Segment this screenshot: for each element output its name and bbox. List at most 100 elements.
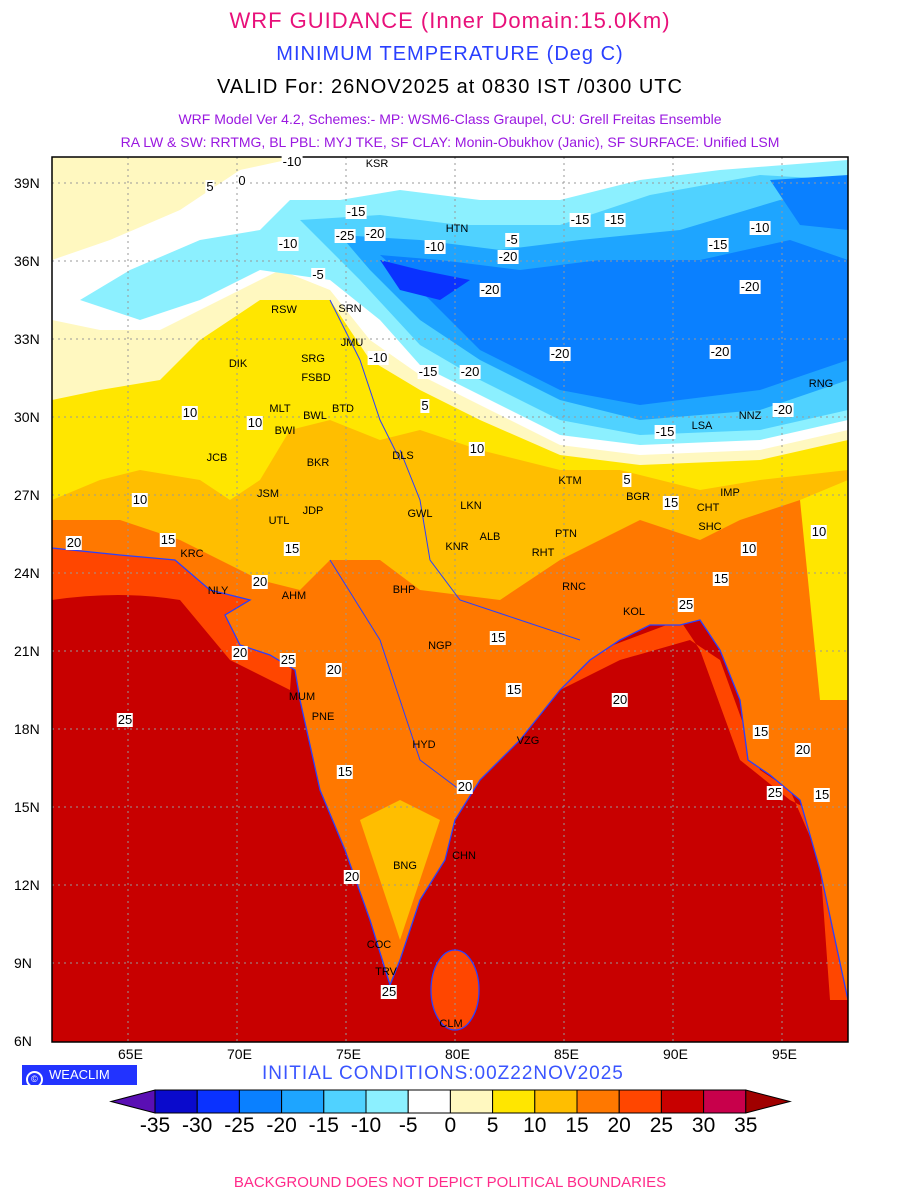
- contour-label: 10: [810, 524, 828, 539]
- colorbar-tick-label: 5: [486, 1114, 499, 1137]
- valid-time: VALID For: 26NOV2025 at 0830 IST /0300 U…: [217, 76, 683, 98]
- lon-tick-label: 75E: [336, 1046, 361, 1062]
- colorbar-tick-label: 35: [734, 1114, 758, 1137]
- state-boundary: [329, 299, 401, 461]
- city-label: TRV: [375, 966, 397, 978]
- lon-tick-label: 65E: [118, 1046, 143, 1062]
- city-label: CHT: [696, 502, 720, 514]
- city-label: NLY: [207, 585, 229, 597]
- city-label: KSR: [365, 158, 389, 170]
- city-label: DLS: [392, 450, 414, 462]
- city-label: COC: [366, 939, 392, 951]
- city-label: BHP: [392, 584, 416, 596]
- city-label: SRN: [338, 303, 362, 315]
- city-label: BGR: [626, 491, 650, 503]
- city-label: FSBD: [301, 372, 331, 384]
- contour-label: -10: [281, 154, 303, 169]
- city-label: MLT: [269, 403, 291, 415]
- colorbar-box: [407, 1089, 451, 1114]
- colorbar-tick-label: 15: [565, 1114, 589, 1137]
- city-label: UTL: [268, 515, 290, 527]
- colorbar-tick-label: -10: [350, 1114, 382, 1137]
- lon-tick-label: 85E: [554, 1046, 579, 1062]
- contour-label: -10: [749, 220, 771, 235]
- colorbar-box: [323, 1089, 367, 1114]
- city-label: KRC: [180, 548, 204, 560]
- lat-tick-label: 27N: [14, 487, 40, 503]
- contour-label: 10: [740, 541, 758, 556]
- city-label: LSA: [691, 420, 713, 432]
- contour-label: -10: [424, 239, 446, 254]
- map-title: WRF GUIDANCE (Inner Domain:15.0Km): [229, 8, 671, 33]
- contour-label: 10: [131, 492, 149, 507]
- contour-label: -25: [334, 228, 356, 243]
- contour-label: -10: [367, 350, 389, 365]
- city-label: PTN: [555, 528, 577, 540]
- contour-label: -20: [497, 249, 519, 264]
- colorbar-tick-label: -30: [182, 1114, 213, 1137]
- lat-tick-label: 18N: [14, 721, 40, 737]
- city-label: BWL: [303, 410, 327, 422]
- karakoram-cold: [380, 260, 470, 300]
- copyright-icon: ©: [26, 1071, 43, 1088]
- contour-label: 15: [813, 787, 831, 802]
- contour-label: -15: [345, 204, 367, 219]
- colorbar-box: [154, 1089, 198, 1114]
- city-label: JCB: [206, 452, 228, 464]
- contour-label: -20: [739, 279, 761, 294]
- colorbar-box: [534, 1089, 578, 1114]
- city-label: HYD: [412, 739, 436, 751]
- contour-label: -20: [709, 344, 731, 359]
- contour-label: 15: [505, 682, 523, 697]
- lat-tick-label: 9N: [14, 955, 32, 971]
- map-frame: [51, 156, 849, 1043]
- lat-tick-label: 21N: [14, 643, 40, 659]
- colorbar-box: [618, 1089, 662, 1114]
- city-label: JMU: [340, 337, 364, 349]
- city-label: CLM: [439, 1018, 463, 1030]
- colorbar-tick-label: 10: [523, 1114, 547, 1137]
- city-label: BNG: [393, 860, 417, 872]
- contour-label: -15: [654, 424, 676, 439]
- colorbar-box: [703, 1089, 747, 1114]
- contour-label: -20: [479, 282, 501, 297]
- contour-label: 0: [237, 173, 247, 188]
- contour-label: -20: [549, 346, 571, 361]
- city-label: KTM: [558, 475, 582, 487]
- colorbar-box: [492, 1089, 536, 1114]
- colorbar-box: [449, 1089, 494, 1114]
- contour-label: 20: [251, 574, 269, 589]
- contour-label: -15: [707, 237, 729, 252]
- city-label: NNZ: [738, 410, 762, 422]
- lat-tick-label: 33N: [14, 331, 40, 347]
- city-label: SHC: [698, 521, 722, 533]
- lat-tick-label: 15N: [14, 799, 40, 815]
- city-label: RNG: [808, 378, 834, 390]
- colorbar-box: [660, 1089, 705, 1114]
- contour-label: -15: [417, 364, 439, 379]
- contour-label: 20: [65, 535, 83, 550]
- colorbar-low-arrow: [109, 1089, 156, 1114]
- brand-name: WEACLIM: [49, 1067, 110, 1082]
- colorbar-box: [238, 1089, 283, 1114]
- lon-tick-label: 90E: [663, 1046, 688, 1062]
- contour-label: 20: [794, 742, 812, 757]
- colorbar-box: [576, 1089, 620, 1114]
- lat-tick-label: 6N: [14, 1033, 32, 1049]
- contour-label: 5: [205, 179, 215, 194]
- contour-label: 25: [766, 785, 784, 800]
- contour-label: 5: [622, 472, 632, 487]
- land-minus25: [380, 240, 848, 405]
- city-label: AHM: [281, 590, 307, 602]
- variable-title: MINIMUM TEMPERATURE (Deg C): [276, 43, 624, 65]
- contour-label: 20: [325, 662, 343, 677]
- state-boundary: [329, 559, 461, 791]
- city-label: CHN: [452, 850, 476, 862]
- contour-label: 20: [343, 869, 361, 884]
- lat-tick-label: 30N: [14, 409, 40, 425]
- contour-label: 20: [456, 779, 474, 794]
- city-label: KNR: [445, 541, 469, 553]
- initial-conditions: INITIAL CONDITIONS:00Z22NOV2025: [262, 1063, 624, 1084]
- city-label: BWI: [274, 425, 296, 437]
